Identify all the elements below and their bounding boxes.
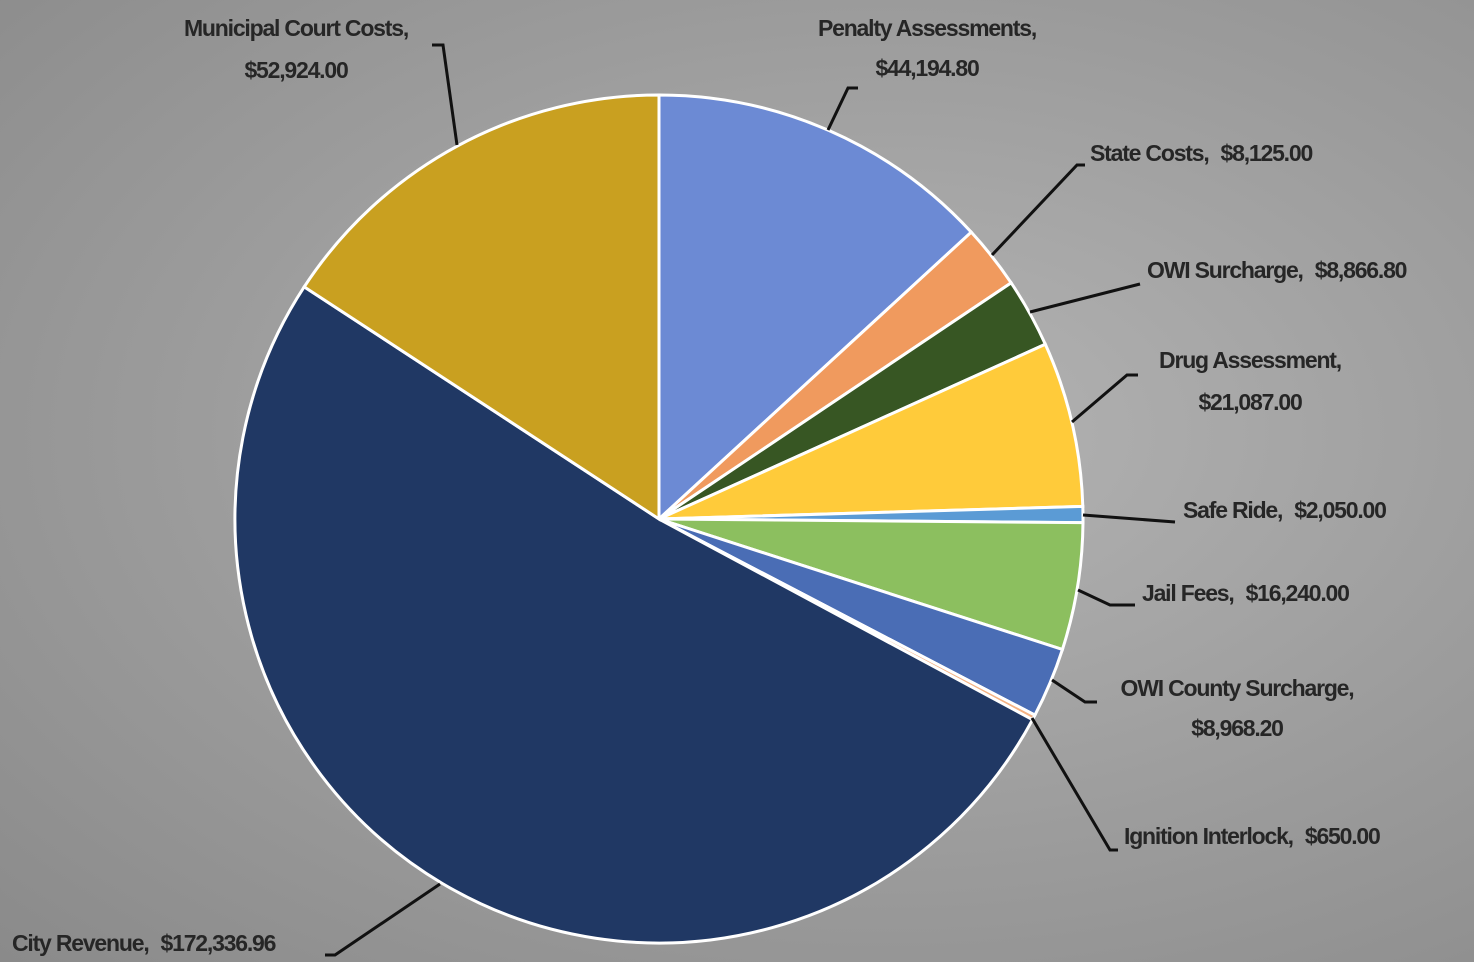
data-label: Safe Ride, $2,050.00 bbox=[1183, 497, 1386, 523]
pie-slice bbox=[302, 93, 661, 522]
leader-line bbox=[1051, 678, 1097, 704]
leader-line bbox=[1082, 513, 1176, 524]
data-label-value: $8,866.80 bbox=[1315, 257, 1407, 283]
data-label: Ignition Interlock, $650.00 bbox=[1124, 823, 1380, 849]
data-label-name: OWI Surcharge, bbox=[1147, 257, 1303, 283]
pie-slice bbox=[658, 342, 1085, 521]
data-label-value: $2,050.00 bbox=[1294, 497, 1386, 523]
leader-line bbox=[432, 43, 459, 146]
data-label-value: $8,125.00 bbox=[1221, 140, 1313, 166]
data-label-value: $16,240.00 bbox=[1246, 580, 1350, 606]
data-label: Jail Fees, $16,240.00 bbox=[1142, 580, 1349, 606]
data-label-value: $8,968.20 bbox=[1191, 715, 1283, 741]
data-label-value: $44,194.80 bbox=[875, 55, 979, 81]
data-label-value: $650.00 bbox=[1305, 823, 1380, 849]
data-label-value: $172,336.96 bbox=[161, 930, 276, 956]
data-label: City Revenue, $172,336.96 bbox=[12, 930, 276, 956]
leader-line bbox=[1029, 282, 1141, 314]
data-label-name: Ignition Interlock, bbox=[1124, 823, 1293, 849]
data-label-name: City Revenue, bbox=[12, 930, 149, 956]
leader-line bbox=[325, 882, 441, 957]
data-label-name: Drug Assessment, bbox=[1159, 347, 1341, 373]
data-label-name: Penalty Assessments, bbox=[818, 15, 1036, 41]
leader-line bbox=[826, 86, 858, 131]
data-label-name: State Costs, bbox=[1090, 140, 1209, 166]
data-label: State Costs, $8,125.00 bbox=[1090, 140, 1312, 166]
leader-line bbox=[1077, 588, 1135, 607]
pie-slice bbox=[657, 93, 974, 523]
pie-slice bbox=[233, 284, 1035, 945]
leader-line bbox=[1071, 373, 1138, 424]
data-label-name: Safe Ride, bbox=[1183, 497, 1282, 523]
leader-line bbox=[990, 163, 1085, 257]
data-label-value: $52,924.00 bbox=[244, 57, 348, 83]
data-label-name: OWI County Surcharge, bbox=[1121, 675, 1354, 701]
data-label: OWI Surcharge, $8,866.80 bbox=[1147, 257, 1407, 283]
leader-line bbox=[1030, 717, 1118, 852]
data-label-name: Municipal Court Costs, bbox=[184, 15, 408, 41]
data-label-value: $21,087.00 bbox=[1198, 389, 1302, 415]
data-label-name: Jail Fees, bbox=[1142, 580, 1234, 606]
